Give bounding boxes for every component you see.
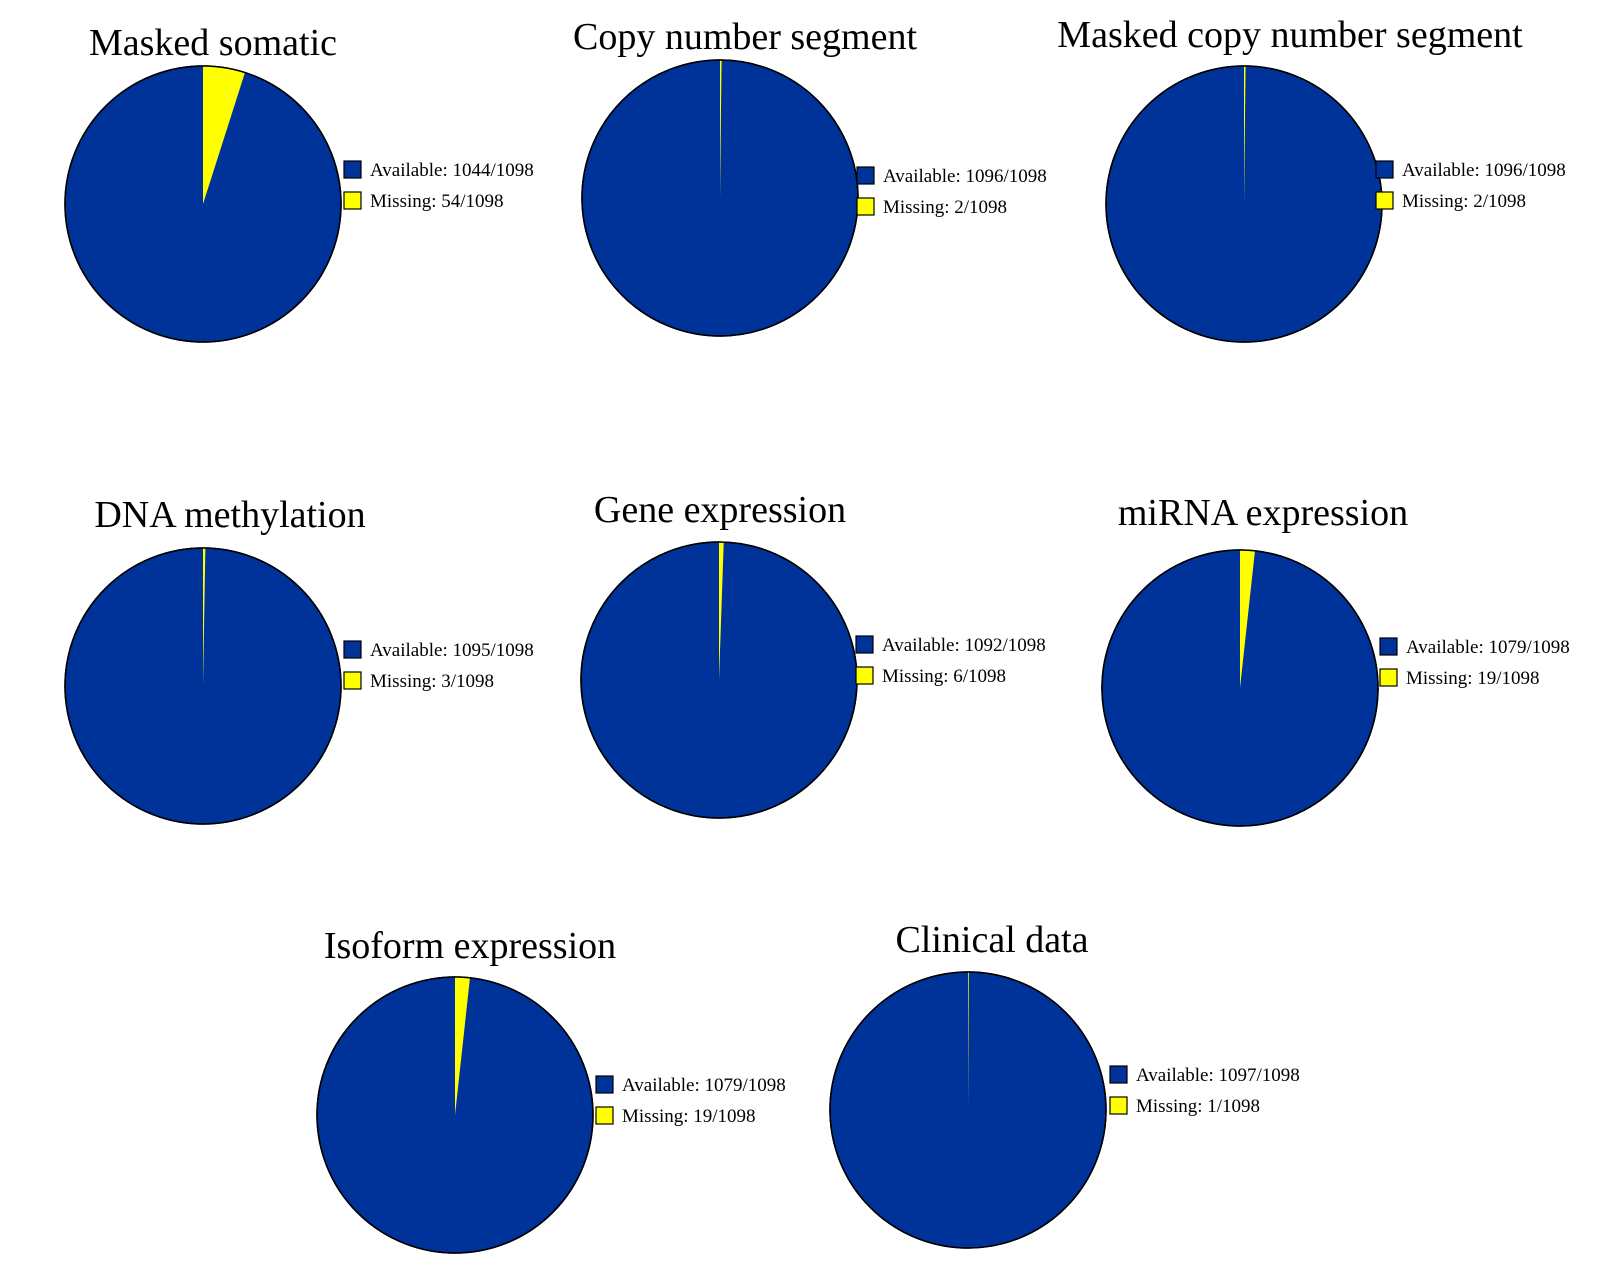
- legend-label-available: Available: 1092/1098: [882, 635, 1046, 656]
- pie-slice-missing: [720, 60, 722, 198]
- legend-swatch-available: [1375, 160, 1394, 179]
- legend-swatch-available: [856, 166, 875, 185]
- pie-slice-missing: [719, 542, 724, 680]
- legend-label-available: Available: 1096/1098: [883, 166, 1047, 187]
- pie-slice-missing: [203, 548, 206, 686]
- legend-swatch-missing: [1379, 668, 1398, 687]
- legend-label-missing: Missing: 54/1098: [370, 191, 504, 212]
- legend-label-available: Available: 1044/1098: [370, 160, 534, 181]
- legend-swatch-available: [595, 1075, 614, 1094]
- pie-panel: Copy number segment Available: 1096/1098 M…: [573, 16, 1047, 337]
- legend-swatch-missing: [595, 1106, 614, 1125]
- chart-title: miRNA expression: [1118, 492, 1408, 534]
- legend-label-missing: Missing: 1/1098: [1136, 1096, 1260, 1117]
- legend-label-available: Available: 1095/1098: [370, 640, 534, 661]
- legend-swatch-available: [343, 160, 362, 179]
- legend-label-missing: Missing: 2/1098: [1402, 191, 1526, 212]
- legend-swatch-available: [343, 640, 362, 659]
- pie-panel: Masked copy number segment Available: 109…: [1057, 14, 1566, 343]
- pie-outline: [64, 547, 342, 825]
- pie-panel: DNA methylation Available: 1095/1098 Missi…: [64, 494, 534, 825]
- legend-label-available: Available: 1096/1098: [1402, 160, 1566, 181]
- legend-label-missing: Missing: 2/1098: [883, 197, 1007, 218]
- legend-label-available: Available: 1079/1098: [1406, 637, 1570, 658]
- chart-title: DNA methylation: [94, 494, 365, 536]
- legend-swatch-missing: [343, 191, 362, 210]
- chart-title: Clinical data: [895, 919, 1088, 961]
- pie-slice-missing: [455, 977, 470, 1115]
- legend-label-available: Available: 1079/1098: [622, 1075, 786, 1096]
- pie-outline: [316, 976, 594, 1254]
- pie-outline: [1101, 549, 1379, 827]
- pie-panel: Clinical data Available: 1097/1098 Missing…: [829, 919, 1300, 1249]
- pie-panel: miRNA expression Available: 1079/1098 Miss…: [1101, 492, 1570, 827]
- pie-outline: [64, 65, 342, 343]
- legend-label-missing: Missing: 3/1098: [370, 671, 494, 692]
- legend-swatch-missing: [1109, 1096, 1128, 1115]
- pie-panel: Masked somatic Available: 1044/1098 Missin…: [64, 22, 534, 343]
- legend-swatch-available: [855, 635, 874, 654]
- legend-swatch-missing: [855, 666, 874, 685]
- pie-slice-missing: [1240, 549, 1255, 688]
- legend-swatch-missing: [343, 671, 362, 690]
- pie-slice-missing: [968, 971, 969, 1110]
- pie-outline: [829, 971, 1107, 1249]
- legend-swatch-missing: [1375, 191, 1394, 210]
- chart-title: Masked copy number segment: [1057, 14, 1523, 56]
- legend-swatch-available: [1379, 637, 1398, 656]
- pie-slice-missing: [1244, 66, 1246, 204]
- chart-title: Gene expression: [594, 489, 846, 531]
- legend-swatch-missing: [856, 197, 875, 216]
- legend-label-missing: Missing: 6/1098: [882, 666, 1006, 687]
- pie-panel: Gene expression Available: 1092/1098 Missi…: [580, 489, 1046, 819]
- legend-label-missing: Missing: 19/1098: [622, 1106, 756, 1127]
- chart-title: Masked somatic: [89, 22, 337, 64]
- chart-title: Isoform expression: [324, 925, 616, 967]
- legend-label-missing: Missing: 19/1098: [1406, 668, 1540, 689]
- legend-label-available: Available: 1097/1098: [1136, 1065, 1300, 1086]
- pie-slice-missing: [203, 66, 245, 204]
- chart-title: Copy number segment: [573, 16, 918, 58]
- legend-swatch-available: [1109, 1065, 1128, 1084]
- pie-panel: Isoform expression Available: 1079/1098 Mi…: [316, 925, 786, 1254]
